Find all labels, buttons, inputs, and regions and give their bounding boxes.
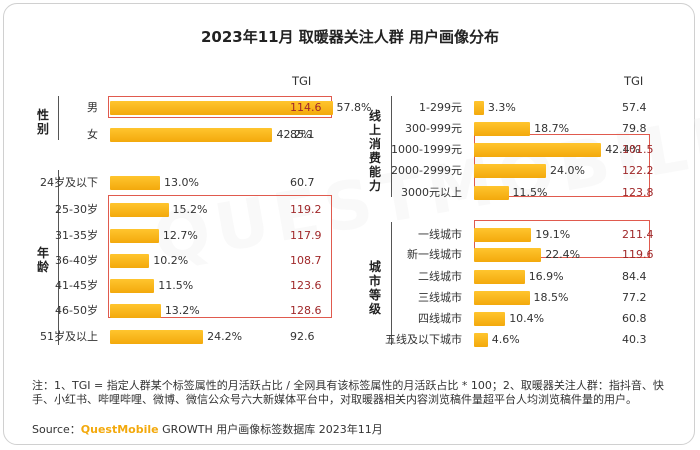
category-label: 3000元以上 — [401, 186, 462, 199]
bar — [474, 186, 509, 200]
value-label: 18.7% — [534, 122, 570, 135]
tgi-value: 119.6 — [622, 248, 654, 261]
value-label: 57.8% — [336, 101, 372, 114]
group-label: 线上消费能力 — [368, 108, 381, 193]
tgi-header: TGI — [624, 74, 644, 88]
tgi-value: 122.2 — [622, 164, 654, 177]
group-label: 城市等级 — [368, 259, 381, 316]
bar — [474, 228, 532, 242]
tgi-value: 119.2 — [290, 203, 322, 216]
bar — [110, 304, 161, 318]
category-label: 2000-2999元 — [391, 164, 462, 177]
tgi-value: 85.1 — [290, 128, 315, 141]
value-label: 15.2% — [172, 203, 208, 216]
tgi-value: 117.9 — [290, 229, 322, 242]
category-label: 46-50岁 — [55, 304, 98, 317]
category-label: 三线城市 — [418, 291, 462, 304]
tgi-value: 77.2 — [622, 291, 647, 304]
category-label: 1-299元 — [419, 101, 462, 114]
value-label: 11.5% — [158, 279, 194, 292]
tgi-value: 79.8 — [622, 122, 647, 135]
source-line: Source：QuestMobile GROWTH 用户画像标签数据库 2023… — [32, 423, 383, 437]
bar — [474, 270, 525, 284]
bar — [474, 248, 542, 262]
tgi-value: 57.4 — [622, 101, 647, 114]
group-divider — [391, 96, 392, 197]
bar — [474, 291, 530, 305]
category-label: 五线及以下城市 — [385, 333, 462, 346]
category-label: 41-45岁 — [55, 279, 98, 292]
bar — [474, 312, 506, 326]
value-label: 42.2% — [276, 128, 312, 141]
category-label: 24岁及以下 — [40, 176, 98, 189]
tgi-header: TGI — [292, 74, 312, 88]
category-label: 男 — [87, 101, 98, 114]
category-label: 一线城市 — [418, 228, 462, 241]
highlight-box — [108, 195, 332, 318]
tgi-value: 60.7 — [290, 176, 315, 189]
source-brand: QuestMobile — [80, 423, 159, 436]
tgi-value: 108.7 — [290, 254, 322, 267]
bar — [474, 101, 484, 115]
bar — [474, 164, 546, 178]
value-label: 19.1% — [535, 228, 571, 241]
tgi-value: 101.5 — [622, 143, 654, 156]
value-label: 13.2% — [164, 304, 200, 317]
tgi-value: 114.6 — [290, 101, 322, 114]
category-label: 31-35岁 — [55, 229, 98, 242]
value-label: 24.0% — [550, 164, 585, 177]
bar — [110, 203, 169, 217]
group-divider — [58, 170, 59, 345]
source-prefix: Source： — [32, 423, 81, 436]
tgi-value: 211.4 — [622, 228, 654, 241]
value-label: 18.5% — [533, 291, 569, 304]
value-label: 22.4% — [545, 248, 581, 261]
value-label: 4.6% — [491, 333, 520, 346]
bar — [474, 122, 531, 136]
category-label: 1000-1999元 — [391, 143, 462, 156]
bar — [110, 101, 333, 115]
group-divider — [58, 96, 59, 140]
category-label: 300-999元 — [405, 122, 462, 135]
value-label: 10.4% — [509, 312, 545, 325]
value-label: 16.9% — [528, 270, 564, 283]
tgi-value: 123.6 — [290, 279, 322, 292]
bar — [110, 128, 273, 142]
category-label: 四线城市 — [418, 312, 462, 325]
tgi-value: 84.4 — [622, 270, 647, 283]
value-label: 12.7% — [162, 229, 198, 242]
value-label: 10.2% — [153, 254, 189, 267]
category-label: 女 — [87, 128, 98, 141]
group-divider — [391, 222, 392, 345]
bar — [110, 254, 150, 268]
category-label: 二线城市 — [418, 270, 462, 283]
tgi-value: 92.6 — [290, 330, 315, 343]
category-label: 36-40岁 — [55, 254, 98, 267]
category-label: 25-30岁 — [55, 203, 98, 216]
group-label: 性别 — [36, 107, 49, 136]
source-rest: GROWTH 用户画像标签数据库 2023年11月 — [158, 423, 383, 436]
category-label: 新一线城市 — [407, 248, 462, 261]
group-label: 年龄 — [36, 246, 49, 274]
footnote: 注：1、TGI = 指定人群某个标签属性的月活跃占比 / 全网具有该标签属性的月… — [32, 379, 664, 406]
value-label: 3.3% — [487, 101, 516, 114]
category-label: 51岁及以上 — [40, 330, 98, 343]
bar — [110, 279, 155, 293]
bar — [110, 229, 159, 243]
bar — [474, 333, 488, 347]
tgi-value: 40.3 — [622, 333, 647, 346]
chart-title: 2023年11月 取暖器关注人群 用户画像分布 — [200, 28, 500, 46]
tgi-value: 60.8 — [622, 312, 647, 325]
bar — [110, 176, 161, 190]
tgi-value: 128.6 — [290, 304, 322, 317]
bar — [474, 143, 602, 157]
value-label: 42.4% — [605, 143, 641, 156]
value-label: 11.5% — [512, 186, 548, 199]
tgi-value: 123.8 — [622, 186, 654, 199]
value-label: 13.0% — [164, 176, 199, 189]
value-label: 24.2% — [207, 330, 243, 343]
bar — [110, 330, 204, 344]
chart-frame — [3, 3, 695, 445]
